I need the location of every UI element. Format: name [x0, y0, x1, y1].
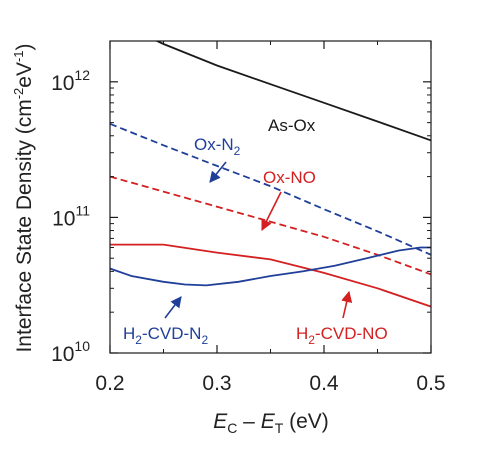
annotation-ox-n2: Ox-N2	[194, 135, 241, 158]
annotation-h2-cvd-n2: H2-CVD-N2	[123, 324, 208, 347]
series-line-h2-cvd-n2	[110, 246, 431, 287]
ox-no-arrow	[261, 191, 282, 232]
plot-frame	[109, 40, 432, 354]
y-tick-label: 1012	[51, 67, 90, 95]
y-axis-title: Interface State Density (cm-2eV-1)	[11, 43, 36, 352]
series-layer	[110, 41, 431, 308]
x-tick-label: 0.4	[309, 372, 339, 395]
y-axis-mid: eV	[13, 62, 36, 88]
h2-cvd-n2-arrow	[164, 296, 182, 319]
annotation-as-ox: As-Ox	[268, 116, 316, 135]
series-line-ox-n2	[110, 122, 431, 256]
x-tick-label: 0.3	[202, 372, 231, 395]
y-axis-main: Interface State Density (cm	[13, 99, 36, 352]
x-axis-c: C	[227, 420, 237, 436]
annotation-layer: As-Ox Ox-N2 Ox-NO H2-CVD-N2 H2-CVD-NO	[123, 116, 388, 347]
ox-n2-arrow	[209, 161, 227, 183]
x-axis-t: T	[275, 420, 284, 436]
x-axis-e2: E	[261, 410, 276, 433]
tick-layer: 0.2 0.3 0.4 0.5 1010 1011 1012	[51, 41, 446, 395]
x-axis-title: EC – ET (eV)	[213, 410, 329, 436]
h2-cvd-no-arrow	[341, 290, 353, 319]
series-line-h2-cvd-no	[110, 243, 431, 308]
x-tick-label: 0.5	[416, 372, 445, 395]
annotation-ox-no: Ox-NO	[263, 168, 316, 187]
y-axis-end: )	[13, 43, 36, 50]
annotation-h2-cvd-no: H2-CVD-NO	[296, 324, 388, 347]
x-axis-e1: E	[213, 410, 228, 433]
x-axis-minus: –	[237, 410, 260, 433]
x-axis-unit: (eV)	[283, 410, 329, 433]
y-axis-exp1: -2	[11, 88, 26, 100]
y-tick-label: 1011	[52, 202, 90, 230]
x-tick-label: 0.2	[95, 372, 124, 395]
y-tick-label: 1010	[51, 338, 90, 366]
y-axis-exp2: -1	[11, 50, 26, 62]
